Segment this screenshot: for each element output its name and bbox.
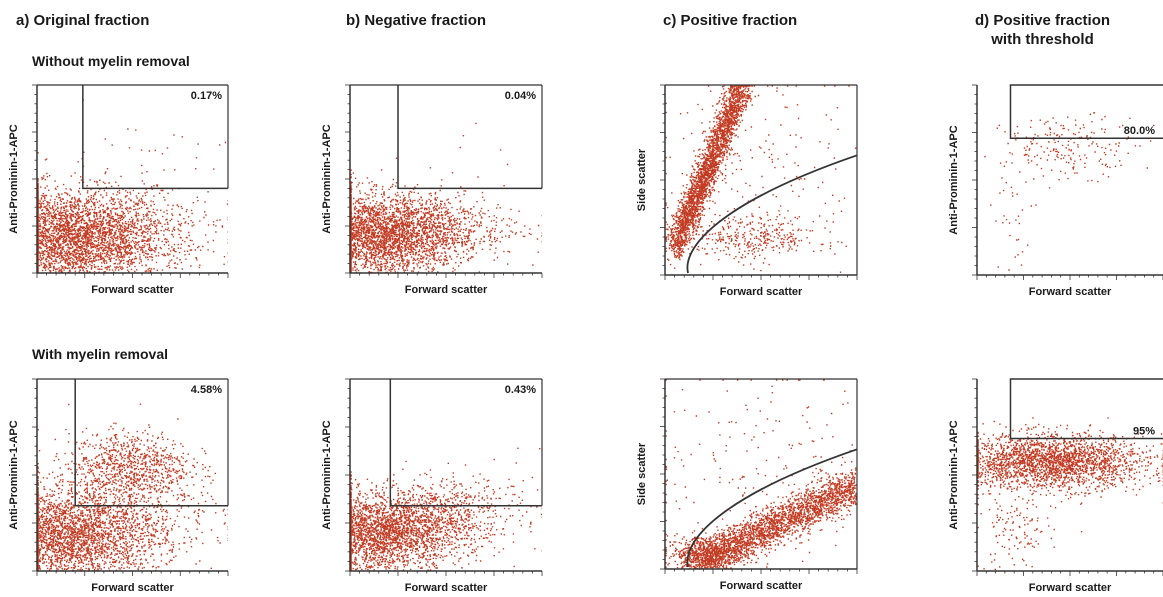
row-title-bottom: With myelin removal (32, 346, 169, 362)
scatter-points (977, 417, 1163, 571)
x-axis-label: Forward scatter (91, 582, 174, 594)
scatter-dots (977, 417, 1163, 571)
scatter-dots (350, 122, 542, 273)
y-axis-label: Side scatter (636, 148, 648, 211)
scatter-points (37, 403, 228, 571)
gate-curve (686, 154, 858, 274)
y-axis-label: Side scatter (636, 442, 648, 505)
x-axis-label: Forward scatter (720, 580, 803, 592)
gate-box (1009, 84, 1163, 139)
gate-quadrant (389, 379, 542, 507)
x-axis-label: Forward scatter (405, 582, 488, 594)
scatter-points (350, 447, 542, 571)
gate-percentage: 80.0% (1124, 125, 1155, 137)
y-axis-label: Anti-Prominin-1-APC (8, 420, 20, 529)
scatter-dots (665, 85, 857, 275)
scatter-dots (37, 403, 228, 571)
x-axis-label: Forward scatter (1029, 286, 1112, 298)
plot-b-bottom: 0.43% Forward scatter Anti-Prominin-1-APC (321, 378, 543, 594)
plot-c-top: Forward scatter Side scatter (636, 84, 858, 298)
x-axis-label: Forward scatter (1029, 582, 1112, 594)
plot-a-bottom: 4.58% Forward scatter Anti-Prominin-1-APC (8, 378, 229, 594)
column-title-a: a) Original fraction (16, 12, 150, 29)
gate-percentage: 0.43% (505, 384, 536, 396)
y-axis-label: Anti-Prominin-1-APC (8, 124, 20, 233)
gate-percentage: 95% (1133, 426, 1155, 438)
plot-b-top: 0.04% Forward scatter Anti-Prominin-1-APC (321, 84, 543, 296)
row-title-top: Without myelin removal (32, 53, 190, 69)
scatter-points (665, 379, 857, 569)
x-axis-label: Forward scatter (720, 286, 803, 298)
gate-quadrant (74, 379, 228, 507)
column-title-c: c) Positive fraction (663, 12, 798, 29)
plot-a-top: 0.17% Forward scatter Anti-Prominin-1-APC (8, 84, 229, 296)
column-title-d: d) Positive fraction with threshold (975, 11, 1110, 49)
y-axis-label: Anti-Prominin-1-APC (321, 420, 333, 529)
column-title-b: b) Negative fraction (346, 12, 487, 29)
gate-box (1009, 378, 1163, 440)
y-axis-label: Anti-Prominin-1-APC (321, 124, 333, 233)
gate-percentage: 4.58% (191, 384, 222, 396)
gate-curve (686, 448, 858, 568)
y-axis-label: Anti-Prominin-1-APC (948, 125, 960, 234)
plot-d-bottom: 95% Forward scatter Anti-Prominin-1-APC (948, 378, 1163, 594)
gate-quadrant (397, 85, 542, 190)
gate-quadrant (82, 85, 228, 190)
scatter-points (665, 85, 857, 275)
column-title-d-line2: with threshold (991, 31, 1094, 48)
scatter-dots (350, 447, 542, 571)
plot-c-bottom: Forward scatter Side scatter (636, 378, 858, 592)
scatter-points (350, 122, 542, 273)
x-axis-label: Forward scatter (91, 284, 174, 296)
gate-percentage: 0.04% (505, 90, 536, 102)
scatter-dots (665, 379, 857, 569)
column-title-d-line1: d) Positive fraction (975, 12, 1111, 29)
plot-d-top: 80.0% Forward scatter Anti-Prominin-1-APC (948, 84, 1163, 298)
x-axis-label: Forward scatter (405, 284, 488, 296)
y-axis-label: Anti-Prominin-1-APC (948, 420, 960, 529)
gate-percentage: 0.17% (191, 90, 222, 102)
scatter-points (37, 99, 228, 273)
scatter-dots (37, 99, 228, 273)
